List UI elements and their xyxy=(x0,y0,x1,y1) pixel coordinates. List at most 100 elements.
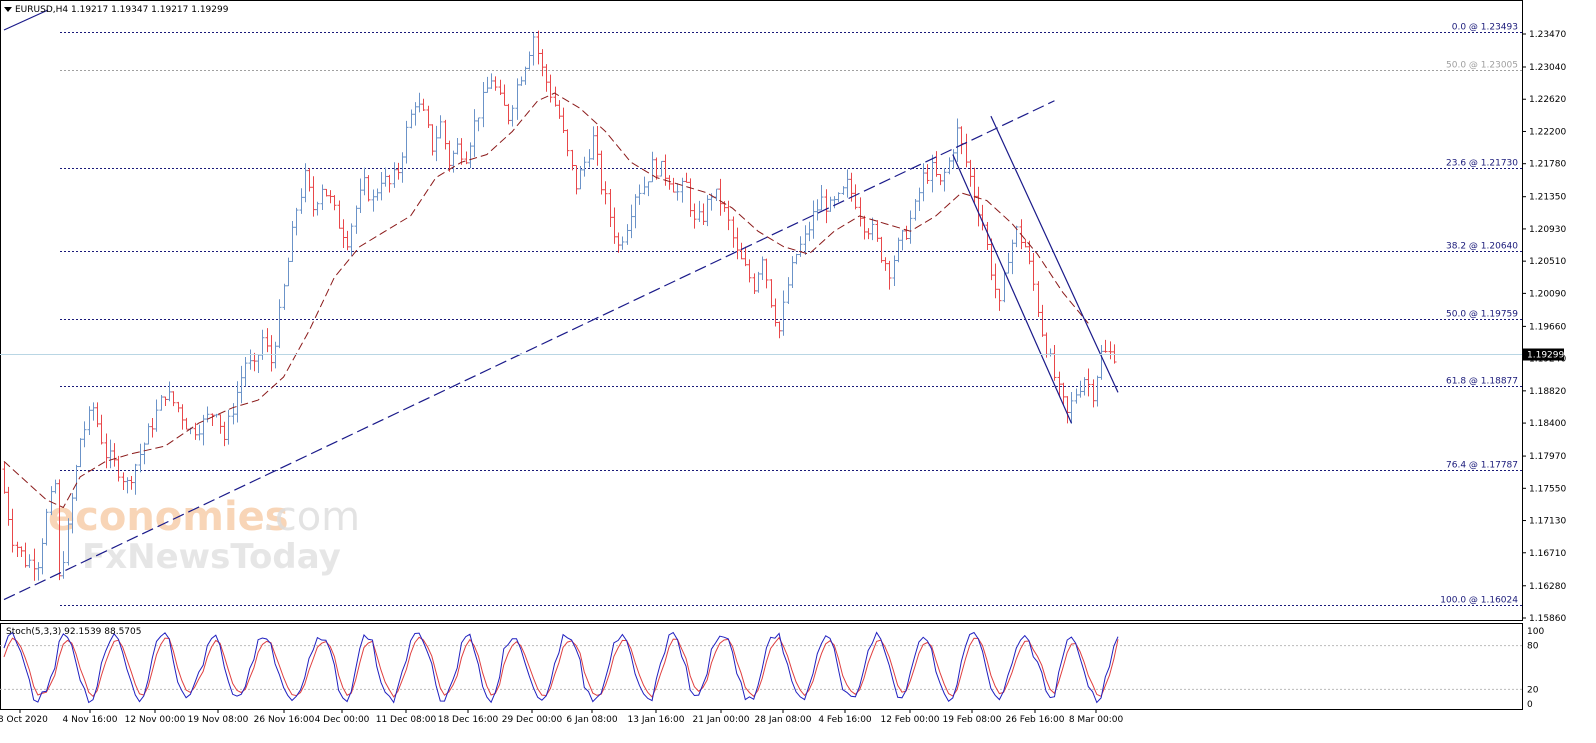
x-tick-label: 12 Nov 00:00 xyxy=(125,715,186,725)
candle xyxy=(942,168,947,192)
candle xyxy=(163,396,168,407)
candle xyxy=(714,188,719,201)
candle xyxy=(362,167,367,196)
candle xyxy=(180,404,185,430)
y-tick-label: 1.17550 xyxy=(1529,484,1566,494)
candle xyxy=(947,157,952,175)
candle xyxy=(1103,339,1108,353)
candle xyxy=(392,162,397,188)
y-tick-label: 1.18400 xyxy=(1529,419,1566,429)
candle xyxy=(184,417,189,430)
candle xyxy=(451,150,456,173)
candle xyxy=(44,508,49,546)
candle xyxy=(620,236,625,250)
candle xyxy=(858,197,863,227)
candle xyxy=(692,203,697,229)
x-tick-label: 21 Jan 00:00 xyxy=(693,715,750,725)
y-tick-label: 1.20090 xyxy=(1529,289,1566,299)
candle xyxy=(811,200,816,239)
candle xyxy=(375,188,380,201)
candle xyxy=(1057,371,1062,397)
triangle-down-icon[interactable] xyxy=(4,7,12,12)
candle xyxy=(345,230,350,251)
candle xyxy=(913,199,918,221)
candle xyxy=(1065,396,1070,424)
candle xyxy=(409,109,414,129)
candle xyxy=(23,542,28,568)
fib-label-4: 50.0 @ 1.19759 xyxy=(1446,310,1518,320)
candle xyxy=(282,283,287,310)
fib-label-0: 0.0 @ 1.23493 xyxy=(1452,23,1518,33)
candle xyxy=(680,177,685,203)
candle xyxy=(1048,348,1053,357)
candle xyxy=(303,163,308,203)
candle xyxy=(832,196,837,209)
candle xyxy=(116,455,121,482)
candle xyxy=(40,538,45,575)
moving-average xyxy=(3,92,1089,509)
watermark-dotcom: .com xyxy=(262,494,360,540)
candle xyxy=(896,237,901,263)
y-tick-label: 1.22200 xyxy=(1529,127,1566,137)
candle xyxy=(421,98,426,112)
candle xyxy=(671,177,676,193)
y-tick-label: 1.16280 xyxy=(1529,582,1566,592)
candle xyxy=(197,424,202,441)
candle xyxy=(697,200,702,222)
candle xyxy=(735,227,740,260)
candle xyxy=(659,160,664,177)
candle xyxy=(574,164,579,195)
watermark-economies: economies xyxy=(48,494,289,540)
candle xyxy=(205,406,210,423)
x-tick-label: 29 Dec 00:00 xyxy=(502,715,563,725)
candle xyxy=(171,391,176,407)
candle xyxy=(815,199,820,221)
trendline-2 xyxy=(990,115,1119,393)
candle xyxy=(786,277,791,305)
y-tick-label: 1.23040 xyxy=(1529,63,1566,73)
candle xyxy=(726,200,731,231)
candle xyxy=(798,236,803,257)
candle xyxy=(256,354,261,374)
candle xyxy=(324,188,329,197)
candle xyxy=(354,205,359,234)
y-tick-label: 1.21350 xyxy=(1529,193,1566,203)
candle xyxy=(413,102,418,126)
candle xyxy=(337,200,342,229)
candle xyxy=(341,219,346,248)
candle xyxy=(803,225,808,255)
candle xyxy=(731,216,736,248)
candle xyxy=(887,260,892,290)
candle xyxy=(214,413,219,418)
candle xyxy=(328,190,333,204)
y-tick-label: 1.22620 xyxy=(1529,95,1566,105)
price-axis: 1.23470 1.23040 1.22620 1.22200 1.21780 1.213… xyxy=(1522,30,1566,624)
candle xyxy=(565,129,570,157)
candle xyxy=(396,162,401,180)
candle xyxy=(146,423,151,445)
candle xyxy=(260,329,265,360)
candle xyxy=(443,119,448,150)
candle xyxy=(6,486,11,526)
current-price-badge: 1.19299 xyxy=(0,348,1564,361)
x-tick-label: 4 Feb 16:00 xyxy=(818,715,872,725)
candle xyxy=(985,222,990,250)
candle xyxy=(108,439,113,469)
candle xyxy=(904,225,909,240)
candle xyxy=(231,403,236,425)
candle xyxy=(773,298,778,327)
candle xyxy=(599,150,604,195)
candle xyxy=(646,181,651,197)
y-tick-label: 1.16710 xyxy=(1529,549,1566,559)
candle xyxy=(642,176,647,195)
ohlc-label: 1.19217 1.19347 1.19217 1.19299 xyxy=(71,5,229,15)
candle xyxy=(955,118,960,162)
candle xyxy=(938,174,943,186)
candle xyxy=(138,443,143,473)
candle xyxy=(892,255,897,287)
candle xyxy=(777,321,782,339)
candle xyxy=(78,438,83,468)
candle xyxy=(531,33,536,66)
candle xyxy=(1044,332,1049,358)
